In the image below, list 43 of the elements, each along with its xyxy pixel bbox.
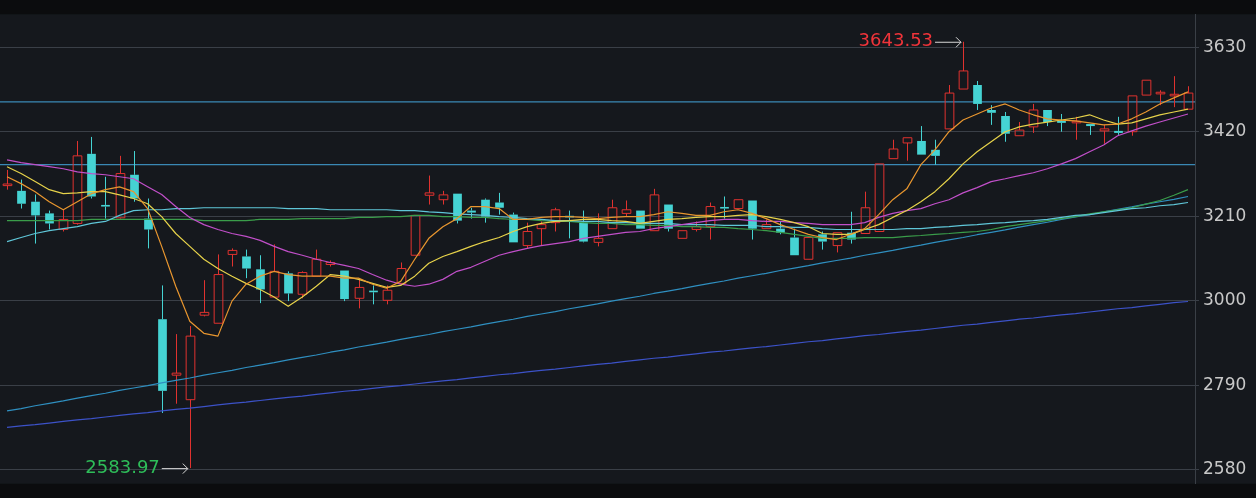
candlestick xyxy=(917,125,926,155)
candlestick xyxy=(495,192,504,216)
candlestick xyxy=(227,247,238,267)
candlestick xyxy=(101,176,110,220)
candlestick xyxy=(72,140,83,224)
y-tick-label: 2790 xyxy=(1203,373,1247,394)
candlestick xyxy=(185,325,196,469)
candlestick xyxy=(1001,111,1010,143)
annotation: 2583.97 xyxy=(85,455,160,477)
annotation: 3643.53 xyxy=(858,29,934,51)
candlestick xyxy=(424,175,435,206)
candlestick xyxy=(396,261,407,284)
candlestick xyxy=(973,80,982,111)
candlestick xyxy=(2,169,13,191)
candlestick xyxy=(199,279,210,316)
candlestick xyxy=(1127,95,1138,137)
candlestick xyxy=(284,270,293,302)
candlestick xyxy=(958,41,969,90)
y-tick-label: 3420 xyxy=(1203,120,1247,141)
y-tick-label: 3000 xyxy=(1203,289,1247,310)
candlestick xyxy=(593,212,604,247)
y-tick-label: 3630 xyxy=(1203,35,1247,56)
candlestick xyxy=(269,243,280,298)
candlestick xyxy=(31,193,40,245)
candlestick xyxy=(242,249,251,279)
candlestick xyxy=(340,270,349,302)
candlestick xyxy=(158,284,167,414)
candlestick xyxy=(1169,75,1180,108)
candlestick xyxy=(902,137,913,162)
candlestick xyxy=(115,155,126,219)
candlestick xyxy=(860,191,871,235)
candlestick xyxy=(171,333,182,405)
candlestick xyxy=(1071,116,1082,141)
candlestick xyxy=(311,249,322,277)
candlestick xyxy=(536,220,547,247)
candlestick xyxy=(1086,124,1095,136)
candlestick xyxy=(354,277,365,309)
y-tick-label: 3210 xyxy=(1203,204,1247,225)
candlestick xyxy=(720,195,729,220)
candlestick xyxy=(325,259,336,267)
candlestick xyxy=(87,136,96,199)
candlestick xyxy=(213,253,224,324)
y-tick-label: 2580 xyxy=(1203,458,1247,479)
